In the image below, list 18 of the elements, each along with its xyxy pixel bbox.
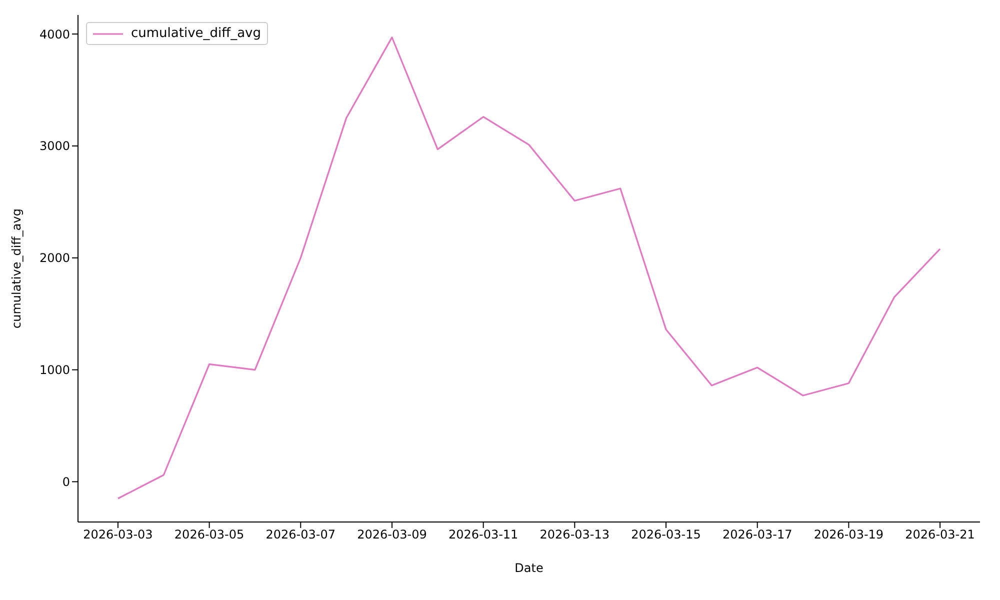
x-tick-label: 2026-03-15 bbox=[631, 528, 701, 542]
x-tick-label: 2026-03-21 bbox=[905, 528, 975, 542]
y-axis-title: cumulative_diff_avg bbox=[9, 208, 24, 328]
y-tick-label: 4000 bbox=[39, 27, 70, 42]
x-tick-label: 2026-03-11 bbox=[448, 528, 518, 542]
x-tick-label: 2026-03-03 bbox=[83, 528, 153, 542]
y-tick-label: 0 bbox=[62, 474, 70, 489]
x-tick-label: 2026-03-07 bbox=[266, 528, 336, 542]
x-tick-label: 2026-03-05 bbox=[174, 528, 244, 542]
x-tick-label: 2026-03-09 bbox=[357, 528, 427, 542]
y-tick-label: 1000 bbox=[39, 363, 70, 378]
legend-label: cumulative_diff_avg bbox=[131, 26, 261, 41]
y-tick-label: 3000 bbox=[39, 139, 70, 154]
x-tick-label: 2026-03-19 bbox=[814, 528, 884, 542]
x-axis-title: Date bbox=[514, 561, 544, 575]
x-tick-label: 2026-03-13 bbox=[540, 528, 610, 542]
y-tick-label: 2000 bbox=[39, 251, 70, 266]
x-tick-label: 2026-03-17 bbox=[722, 528, 792, 542]
